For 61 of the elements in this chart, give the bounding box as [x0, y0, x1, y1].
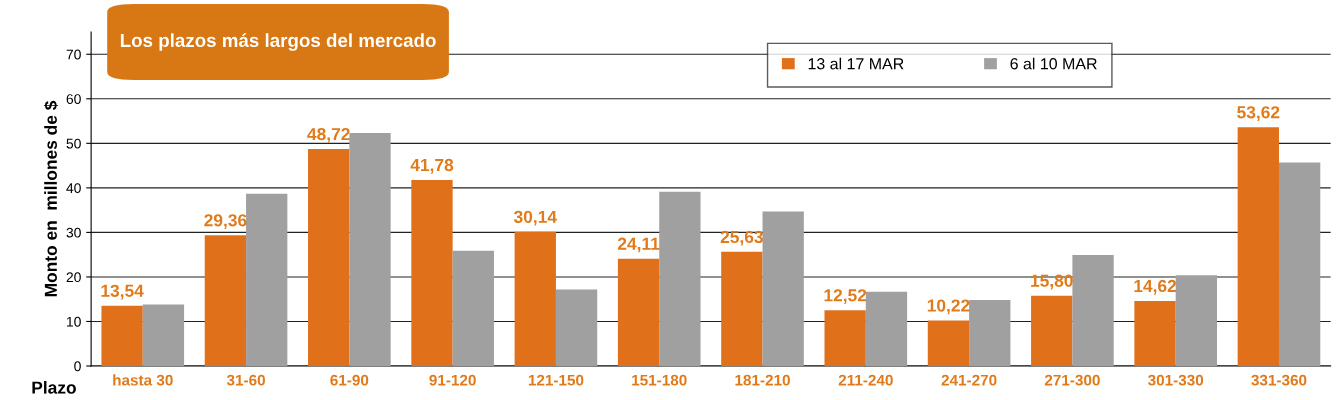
y-tick-label: 20	[66, 272, 81, 283]
x-tick-label: 241-270	[941, 374, 997, 386]
y-axis-title: Monto en millones de $	[43, 100, 59, 297]
bar	[349, 133, 391, 366]
data-label: 25,63	[720, 230, 763, 246]
x-tick-label: 301-330	[1148, 374, 1204, 386]
data-label: 48,72	[307, 127, 350, 143]
x-tick-label: 181-210	[735, 374, 790, 386]
x-tick-label: 61-90	[330, 374, 369, 386]
data-label: 30,14	[513, 210, 557, 226]
bar	[101, 305, 143, 366]
bar	[514, 231, 556, 366]
bar	[721, 251, 763, 366]
bar	[308, 149, 350, 366]
y-tick-label: 50	[66, 138, 81, 149]
x-axis-title: Plazo	[32, 381, 76, 394]
bar	[927, 320, 970, 366]
data-label: 13,54	[101, 284, 144, 300]
x-tick-label: 271-300	[1044, 374, 1100, 386]
bar	[617, 258, 660, 366]
bar	[762, 211, 804, 366]
bar	[555, 289, 598, 366]
y-tick-label: 40	[66, 183, 81, 194]
x-tick-label: 151-180	[632, 374, 687, 386]
bar	[969, 300, 1011, 366]
data-label: 12,52	[824, 289, 867, 304]
bar	[452, 250, 494, 366]
data-label: 53,62	[1237, 106, 1280, 121]
x-tick-label: 91-120	[429, 374, 476, 386]
bar	[246, 193, 288, 366]
y-tick-label: 0	[74, 361, 81, 372]
bar	[1175, 275, 1217, 366]
bar	[1134, 300, 1176, 366]
legend-label: 13 al 17 MAR	[808, 57, 904, 70]
y-tick-label: 60	[66, 94, 81, 104]
y-tick-label: 10	[67, 316, 81, 327]
bar	[1237, 127, 1279, 366]
data-label: 14,62	[1134, 279, 1177, 295]
data-label: 29,36	[204, 214, 247, 229]
x-tick-label: 121-150	[528, 374, 584, 386]
x-tick-label: 331-360	[1251, 374, 1307, 386]
bar	[1278, 162, 1321, 366]
bar	[204, 235, 247, 366]
data-label: 10,22	[927, 299, 970, 315]
data-label: 15,80	[1031, 274, 1073, 290]
bar	[142, 304, 185, 366]
y-tick-label: 30	[66, 227, 81, 238]
y-tick-label: 70	[66, 49, 81, 60]
data-label: 41,78	[410, 158, 454, 174]
bar	[659, 191, 701, 366]
x-tick-label: 31-60	[226, 374, 265, 386]
x-tick-label: hasta 30	[113, 374, 173, 386]
bar	[411, 179, 453, 366]
bar	[1031, 295, 1073, 366]
bar	[865, 291, 908, 366]
bar	[824, 310, 866, 366]
data-label: 24,11	[617, 237, 660, 253]
chart-title: Los plazos más largos del mercado	[120, 33, 436, 51]
x-tick-label: 211-240	[838, 374, 893, 386]
legend-label: 6 al 10 MAR	[1010, 57, 1097, 70]
bar	[1072, 255, 1114, 366]
